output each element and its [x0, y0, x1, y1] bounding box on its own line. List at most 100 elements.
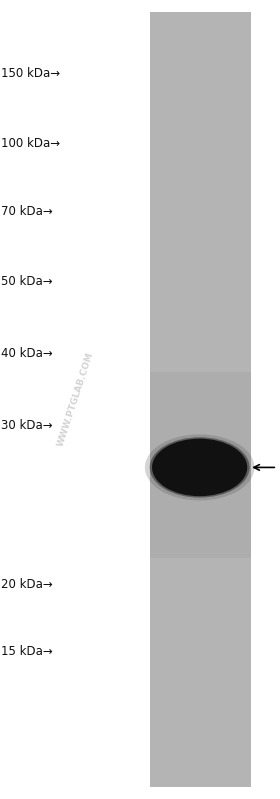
- Bar: [150, 698, 251, 702]
- Bar: [150, 601, 251, 605]
- Bar: [150, 516, 251, 519]
- Bar: [150, 341, 251, 345]
- Bar: [150, 291, 251, 295]
- Bar: [150, 671, 251, 674]
- Bar: [150, 155, 251, 159]
- Bar: [150, 24, 251, 27]
- Text: 150 kDa→: 150 kDa→: [1, 67, 60, 80]
- Bar: [150, 504, 251, 508]
- Bar: [150, 597, 251, 601]
- Ellipse shape: [152, 439, 247, 496]
- Bar: [150, 756, 251, 760]
- Bar: [150, 682, 251, 686]
- Bar: [150, 217, 251, 221]
- Bar: [150, 500, 251, 504]
- Bar: [150, 582, 251, 586]
- Bar: [150, 237, 251, 240]
- Bar: [150, 450, 251, 454]
- Bar: [150, 578, 251, 582]
- Bar: [150, 748, 251, 752]
- Bar: [150, 419, 251, 423]
- Text: 20 kDa→: 20 kDa→: [1, 578, 53, 591]
- Bar: [150, 268, 251, 272]
- Bar: [150, 655, 251, 659]
- Bar: [150, 644, 251, 647]
- Bar: [150, 574, 251, 578]
- Bar: [150, 171, 251, 175]
- Bar: [150, 287, 251, 291]
- Bar: [150, 74, 251, 78]
- Bar: [150, 345, 251, 349]
- Bar: [150, 632, 251, 636]
- Bar: [150, 326, 251, 330]
- Bar: [150, 551, 251, 555]
- Bar: [150, 570, 251, 574]
- Bar: [150, 260, 251, 264]
- Bar: [150, 39, 251, 43]
- Bar: [150, 159, 251, 163]
- Bar: [150, 745, 251, 748]
- Text: 100 kDa→: 100 kDa→: [1, 137, 60, 150]
- Bar: [150, 190, 251, 194]
- Bar: [150, 252, 251, 256]
- Bar: [150, 54, 251, 58]
- Bar: [150, 101, 251, 105]
- Bar: [150, 431, 251, 435]
- Bar: [150, 244, 251, 248]
- Bar: [150, 128, 251, 132]
- Bar: [150, 318, 251, 322]
- Bar: [150, 605, 251, 609]
- Bar: [150, 280, 251, 283]
- Bar: [150, 508, 251, 512]
- Bar: [150, 458, 251, 462]
- Bar: [150, 109, 251, 113]
- Bar: [150, 20, 251, 24]
- Bar: [150, 775, 251, 779]
- Bar: [150, 307, 251, 310]
- Bar: [150, 403, 251, 407]
- Bar: [150, 221, 251, 225]
- Bar: [150, 81, 251, 85]
- Bar: [150, 360, 251, 364]
- Bar: [150, 659, 251, 663]
- Bar: [150, 783, 251, 787]
- Text: WWW.PTGLAB.COM: WWW.PTGLAB.COM: [56, 351, 95, 448]
- Bar: [150, 725, 251, 729]
- Bar: [150, 240, 251, 244]
- Bar: [150, 368, 251, 372]
- Bar: [150, 303, 251, 307]
- Bar: [150, 144, 251, 148]
- Bar: [150, 710, 251, 714]
- Bar: [150, 752, 251, 756]
- Bar: [150, 163, 251, 167]
- Bar: [150, 322, 251, 326]
- Bar: [150, 93, 251, 97]
- Bar: [150, 295, 251, 299]
- Bar: [150, 764, 251, 768]
- Bar: [150, 407, 251, 411]
- Bar: [150, 132, 251, 136]
- Bar: [150, 674, 251, 678]
- Bar: [150, 427, 251, 431]
- Bar: [150, 113, 251, 117]
- Bar: [150, 175, 251, 179]
- Bar: [150, 702, 251, 706]
- Bar: [150, 392, 251, 396]
- Bar: [150, 78, 251, 81]
- Bar: [150, 566, 251, 570]
- Bar: [150, 435, 251, 438]
- Bar: [150, 438, 251, 442]
- Bar: [150, 772, 251, 775]
- Bar: [150, 272, 251, 276]
- Bar: [150, 593, 251, 597]
- Bar: [150, 586, 251, 590]
- Bar: [150, 357, 251, 361]
- Bar: [150, 136, 251, 140]
- Bar: [150, 481, 251, 485]
- Bar: [150, 31, 251, 35]
- Bar: [150, 465, 251, 469]
- Bar: [150, 400, 251, 403]
- Bar: [150, 47, 251, 51]
- Bar: [150, 535, 251, 539]
- Bar: [150, 415, 251, 419]
